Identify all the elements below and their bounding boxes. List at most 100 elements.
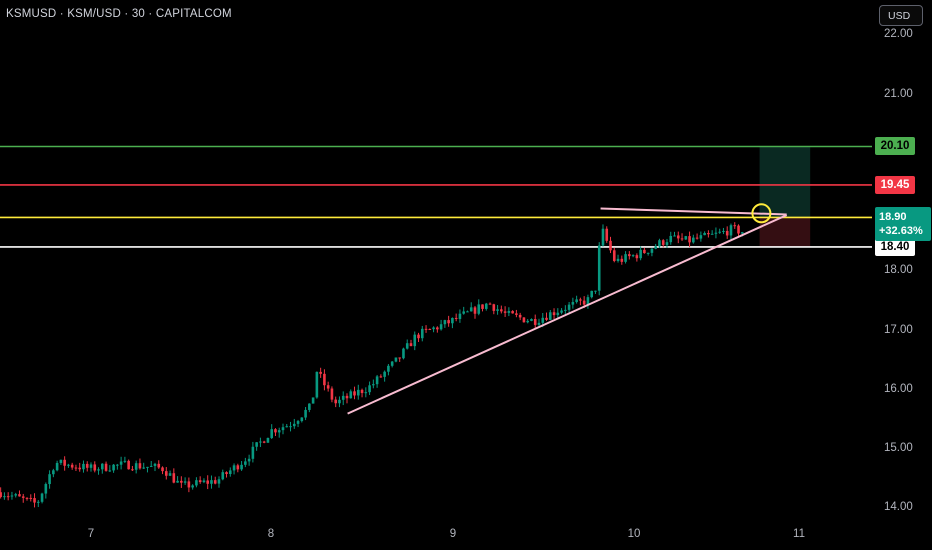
candle-body — [341, 395, 345, 400]
candle-body — [82, 463, 85, 470]
candle-body — [10, 495, 14, 497]
candle-body — [0, 492, 2, 497]
candle-body — [78, 467, 82, 470]
candle-body — [161, 467, 164, 472]
candle-body — [266, 437, 270, 443]
candle-body — [628, 254, 631, 257]
candle-body — [180, 480, 183, 483]
y-tick-label: 14.00 — [884, 501, 913, 513]
y-tick-label: 15.00 — [884, 442, 913, 454]
candle-body — [134, 463, 138, 470]
candle-body — [187, 481, 191, 488]
candle-body — [202, 480, 206, 483]
candle-body — [481, 304, 484, 309]
current-price-tag: 18.90 +32.63% — [875, 207, 931, 241]
candle-body — [710, 233, 714, 235]
support-price-tag: 18.40 — [875, 238, 915, 256]
candle-body — [338, 399, 341, 404]
candle-body — [417, 334, 420, 339]
currency-button[interactable]: USD — [879, 5, 923, 26]
candle-body — [281, 427, 285, 431]
candle-body — [590, 290, 593, 298]
x-tick-label: 7 — [87, 528, 95, 540]
candle-body — [533, 319, 537, 325]
candle-body — [14, 494, 18, 496]
candle-body — [59, 459, 63, 463]
candle-body — [639, 249, 642, 259]
candle-body — [191, 485, 194, 488]
candle-body — [334, 399, 337, 404]
candle-body — [526, 320, 529, 323]
candle-body — [409, 343, 413, 347]
candle-body — [398, 357, 401, 359]
candle-body — [85, 463, 89, 468]
candle-body — [492, 304, 496, 311]
candle-body — [63, 459, 66, 466]
candle-body — [707, 233, 710, 235]
candle-body — [548, 312, 552, 320]
candle-body — [507, 311, 511, 313]
candle-body — [405, 343, 409, 349]
candle-body — [469, 307, 473, 312]
candle-body — [654, 246, 657, 249]
candle-body — [680, 238, 684, 240]
candle-body — [240, 464, 243, 470]
candle-body — [692, 237, 695, 243]
candle-body — [740, 232, 744, 234]
candle-body — [515, 313, 518, 315]
candle-body — [564, 309, 567, 311]
candle-body — [402, 348, 405, 359]
y-tick-label: 18.00 — [884, 264, 913, 276]
candle-body — [168, 473, 172, 476]
candle-body — [545, 317, 548, 320]
candle-body — [326, 385, 330, 389]
candle-body — [703, 233, 706, 236]
candle-body — [44, 484, 48, 494]
current-price-value: 18.90 — [879, 211, 907, 223]
candle-body — [658, 240, 661, 247]
candle-body — [142, 467, 146, 469]
candle-body — [259, 441, 262, 443]
candle-body — [116, 464, 119, 466]
candle-body — [620, 258, 624, 262]
x-tick-label: 11 — [793, 528, 805, 540]
candle-body — [217, 479, 221, 484]
candle-body — [669, 235, 673, 243]
candle-body — [225, 472, 228, 475]
candle-body — [609, 240, 612, 251]
current-price-change: +32.63% — [879, 225, 923, 237]
candle-body — [699, 235, 703, 239]
x-tick-label: 9 — [449, 528, 457, 540]
y-tick-label: 16.00 — [884, 383, 913, 395]
candle-body — [511, 311, 514, 314]
candle-body — [454, 317, 458, 319]
candle-body — [315, 371, 319, 398]
candle-body — [270, 429, 273, 438]
candle-body — [29, 497, 33, 499]
candle-body — [424, 328, 428, 330]
candle-body — [733, 225, 737, 227]
candle-body — [684, 236, 688, 240]
candle-body — [195, 480, 198, 486]
candle-body — [236, 465, 240, 470]
candle-body — [74, 467, 78, 469]
candle-body — [688, 236, 691, 243]
candle-body — [383, 371, 386, 377]
candle-body — [420, 328, 424, 339]
candle-body — [292, 423, 296, 427]
candle-body — [21, 496, 25, 498]
candle-body — [616, 258, 620, 261]
candle-body — [149, 465, 153, 467]
candle-body — [567, 304, 571, 310]
candle-body — [251, 446, 255, 459]
candle-body — [624, 254, 627, 262]
candle-body — [582, 300, 586, 305]
candle-body — [308, 403, 311, 410]
candle-body — [473, 307, 477, 314]
candle-body — [232, 465, 236, 471]
candle-body — [52, 470, 55, 475]
candle-body — [552, 312, 556, 316]
candle-body — [605, 228, 609, 241]
candle-body — [93, 464, 97, 471]
